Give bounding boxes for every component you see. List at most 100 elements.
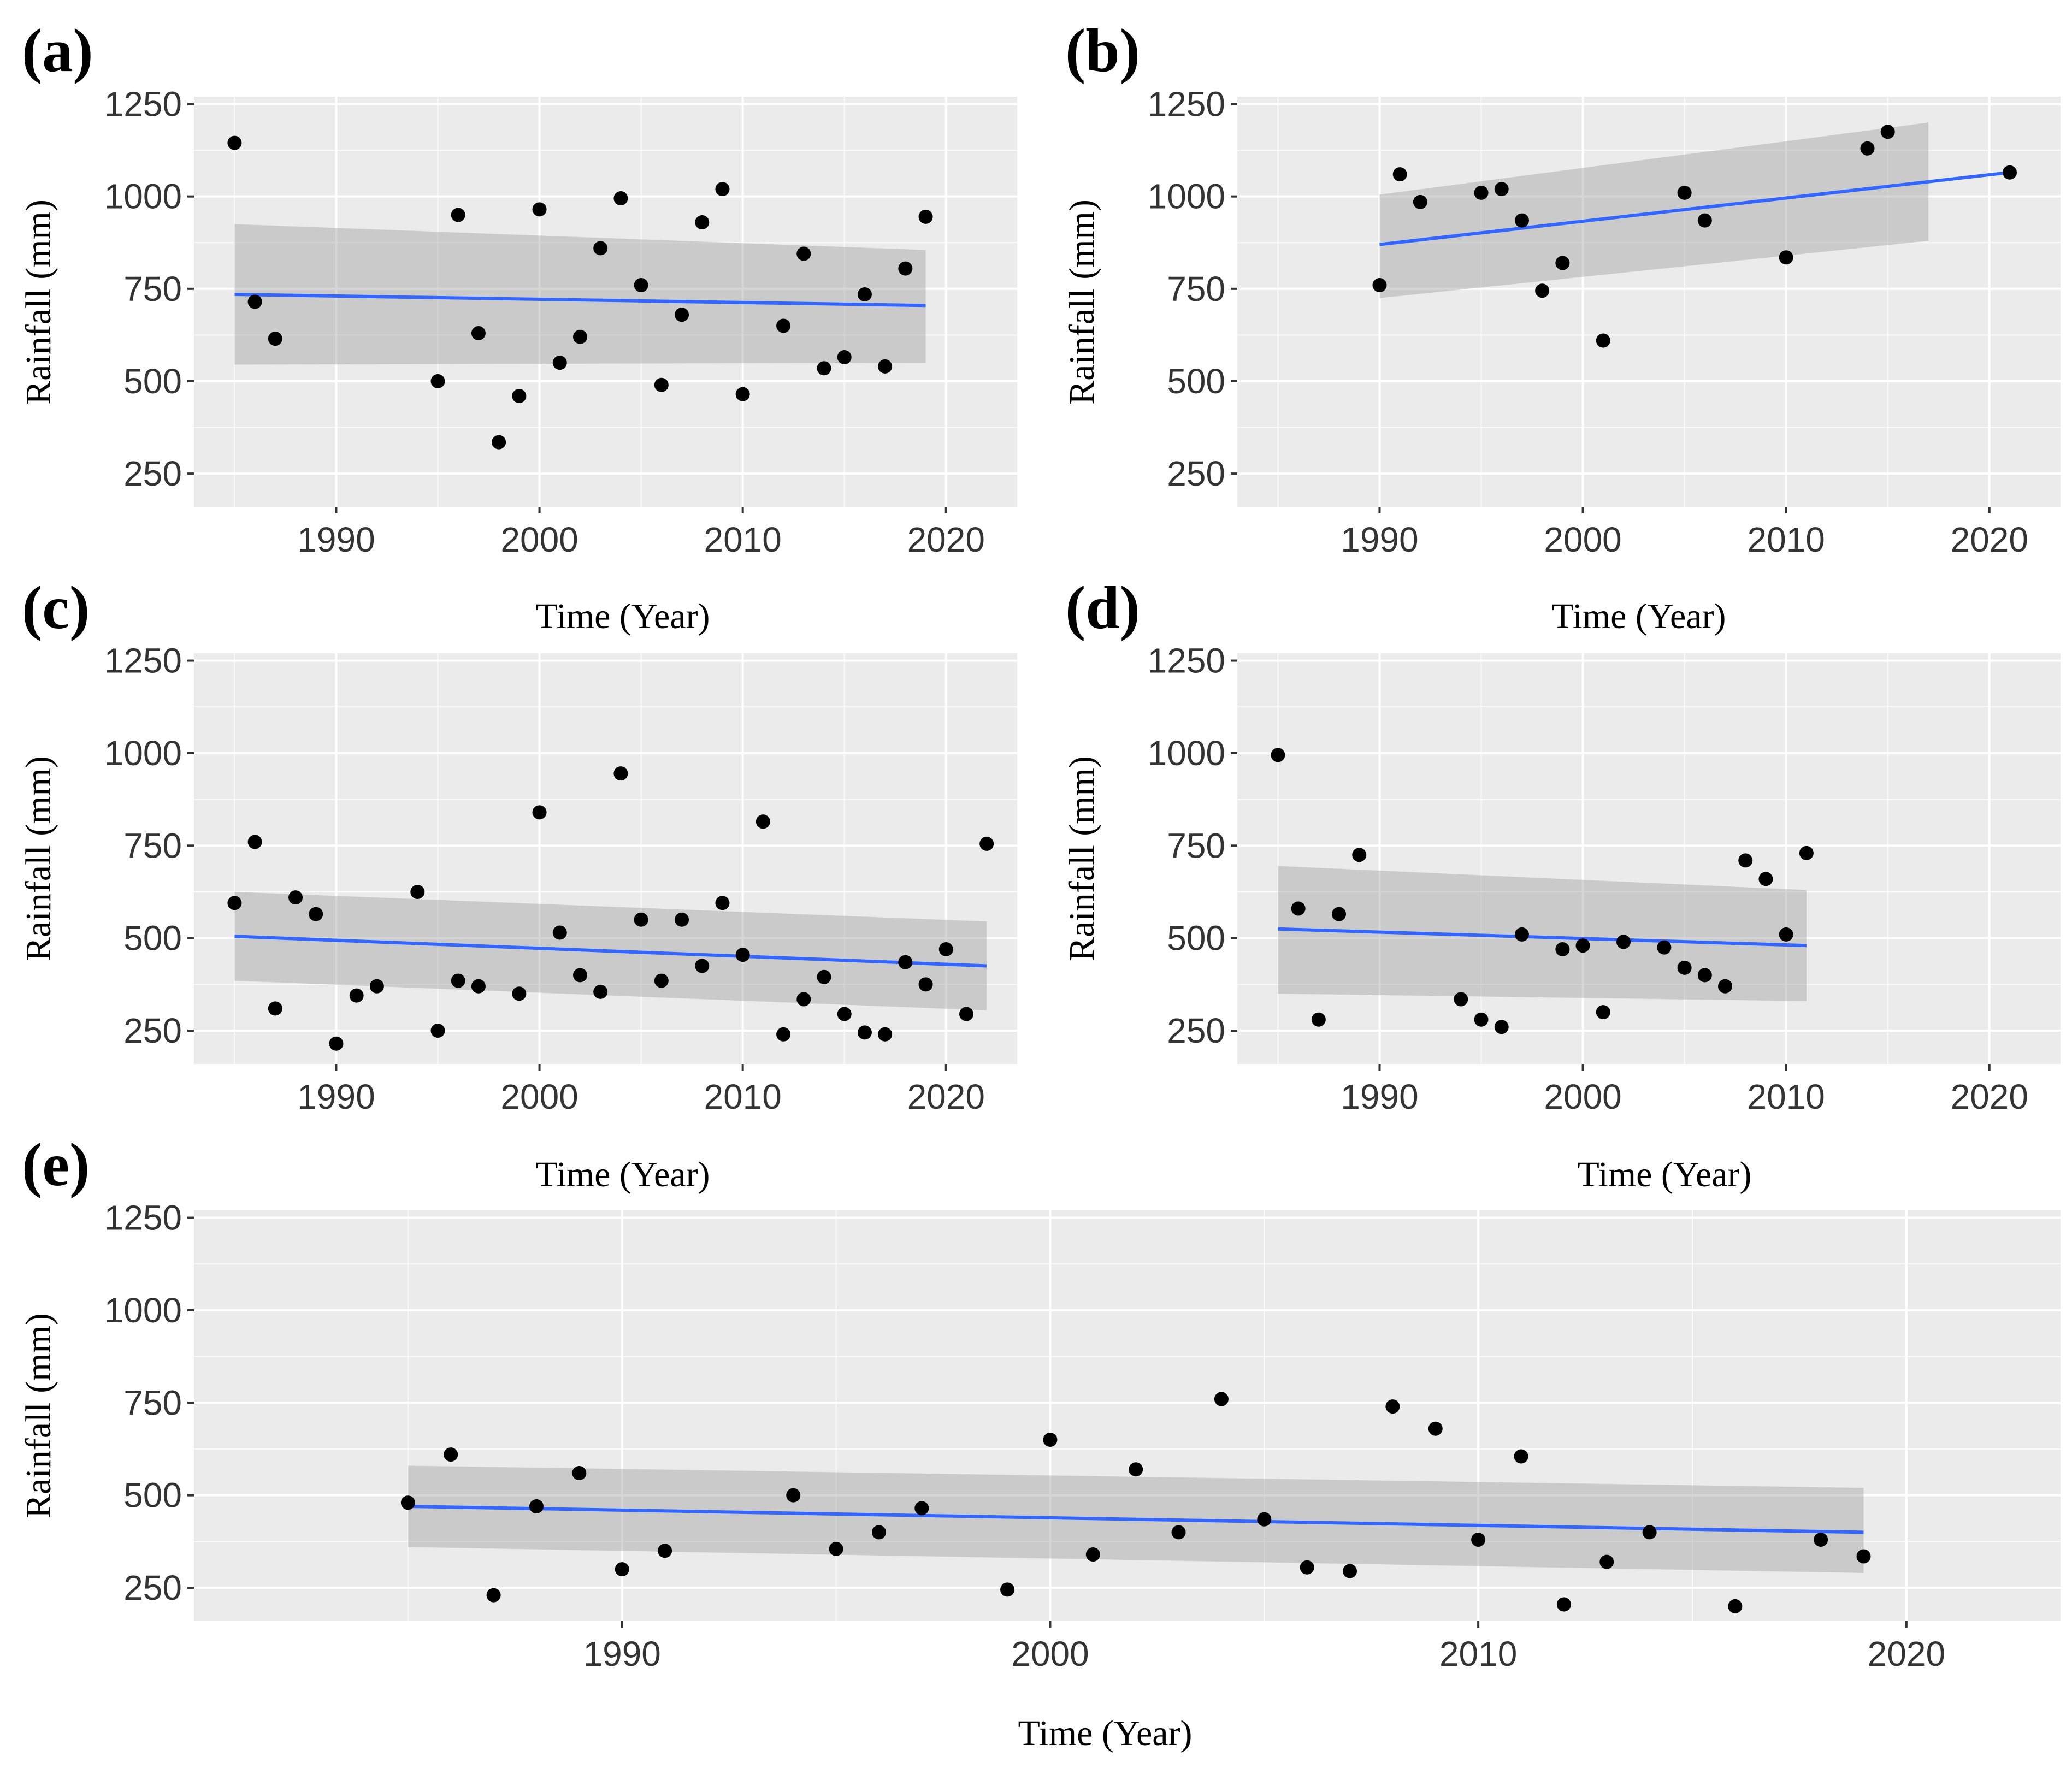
data-point	[695, 215, 710, 230]
data-point	[918, 977, 933, 992]
data-point	[486, 1588, 501, 1603]
data-point	[1642, 1525, 1657, 1540]
y-tick-label: 1000	[104, 1291, 182, 1330]
data-point	[878, 359, 893, 374]
data-point	[1271, 748, 1285, 762]
data-point	[776, 1027, 791, 1042]
panel-e: 250 500 750 1000 1250 1990 2000 2010 2020 (e) Time…	[19, 1131, 2061, 1753]
data-point	[817, 969, 831, 984]
data-point	[1860, 141, 1875, 156]
data-point	[1880, 125, 1895, 139]
data-point	[1514, 213, 1529, 228]
data-point	[715, 896, 730, 910]
y-tick-label: 1000	[104, 734, 182, 773]
data-point	[1000, 1582, 1015, 1597]
y-axis-title: Rainfall (mm)	[19, 1313, 58, 1518]
data-point	[1514, 1449, 1528, 1464]
data-point	[512, 986, 527, 1001]
data-point	[572, 968, 587, 983]
y-tick-label: 1250	[104, 641, 182, 681]
y-tick-label: 250	[123, 1011, 182, 1050]
y-tick-label: 1000	[1148, 177, 1225, 216]
data-point	[268, 1001, 282, 1016]
x-tick-label: 2010	[704, 1077, 781, 1116]
y-tick-label: 500	[123, 362, 182, 401]
x-tick-label: 2010	[1439, 1634, 1517, 1674]
data-point	[1494, 182, 1509, 197]
data-point	[817, 361, 831, 376]
data-point	[1474, 185, 1489, 200]
data-point	[1474, 1012, 1489, 1027]
data-point	[1085, 1547, 1100, 1562]
data-point	[715, 182, 730, 197]
data-point	[552, 356, 567, 370]
data-point	[1799, 845, 1814, 860]
data-point	[572, 1466, 587, 1481]
data-point	[410, 884, 425, 899]
x-tick-label: 1990	[297, 1077, 375, 1116]
data-point	[430, 1024, 445, 1038]
data-point	[512, 389, 527, 404]
data-point	[658, 1544, 672, 1558]
y-tick-label: 750	[1167, 826, 1225, 865]
data-point	[1596, 333, 1610, 348]
data-point	[857, 1025, 872, 1040]
x-tick-label: 2020	[1951, 520, 2028, 559]
data-point	[2002, 165, 2017, 180]
y-tick-label: 500	[1167, 362, 1225, 401]
x-tick-label: 2000	[500, 1077, 578, 1116]
y-axis-title: Rainfall (mm)	[1062, 199, 1102, 405]
x-tick-label: 2000	[1544, 520, 1621, 559]
x-tick-label: 1990	[583, 1634, 661, 1674]
panel-b: 250 500 750 1000 1250 1990 2000 2010 2020 (b) Time…	[1062, 17, 2061, 636]
data-point	[1599, 1554, 1614, 1569]
x-tick-label: 2010	[1747, 1077, 1825, 1116]
panel-letter: (b)	[1065, 17, 1140, 85]
plot-background	[1237, 97, 2061, 507]
y-axis-title: Rainfall (mm)	[19, 199, 58, 405]
data-point	[1657, 940, 1672, 955]
data-point	[552, 925, 567, 940]
data-point	[735, 948, 750, 962]
data-point	[1385, 1399, 1400, 1414]
data-point	[247, 835, 262, 849]
data-point	[430, 374, 445, 388]
x-axis-title: Time (Year)	[535, 1155, 710, 1195]
y-tick-label: 750	[1167, 269, 1225, 309]
x-axis-title: Time (Year)	[1018, 1713, 1192, 1753]
data-point	[979, 836, 994, 851]
data-point	[451, 208, 465, 222]
data-point	[634, 278, 648, 293]
data-point	[613, 191, 628, 206]
data-point	[857, 287, 872, 301]
data-point	[938, 942, 953, 956]
trend-line	[234, 935, 987, 968]
data-point	[532, 202, 547, 217]
data-point	[634, 912, 648, 927]
y-tick-label: 500	[123, 1476, 182, 1515]
x-axis-title: Time (Year)	[535, 596, 710, 636]
data-point	[1555, 942, 1570, 956]
x-tick-label: 2000	[1011, 1634, 1089, 1674]
data-point	[1372, 278, 1387, 293]
data-point	[309, 907, 323, 921]
data-point	[369, 979, 384, 994]
data-point	[898, 955, 913, 969]
y-tick-label: 750	[123, 269, 182, 309]
y-tick-label: 1250	[104, 1198, 182, 1238]
y-tick-label: 750	[123, 826, 182, 865]
data-point	[1556, 1597, 1571, 1612]
data-point	[1257, 1512, 1272, 1527]
y-tick-label: 250	[1167, 1011, 1225, 1050]
y-tick-label: 1000	[104, 177, 182, 216]
data-point	[837, 1007, 852, 1021]
y-tick-label: 750	[123, 1383, 182, 1422]
panel-d: 250 500 750 1000 1250 1990 2000 2010 2020 (d) Time…	[1062, 574, 2061, 1195]
x-tick-label: 2020	[907, 1077, 985, 1116]
data-point	[654, 377, 669, 392]
data-point	[288, 890, 303, 905]
data-point	[471, 326, 486, 341]
data-point	[1697, 213, 1712, 228]
y-tick-label: 500	[1167, 919, 1225, 958]
y-tick-label: 1250	[1148, 641, 1225, 681]
